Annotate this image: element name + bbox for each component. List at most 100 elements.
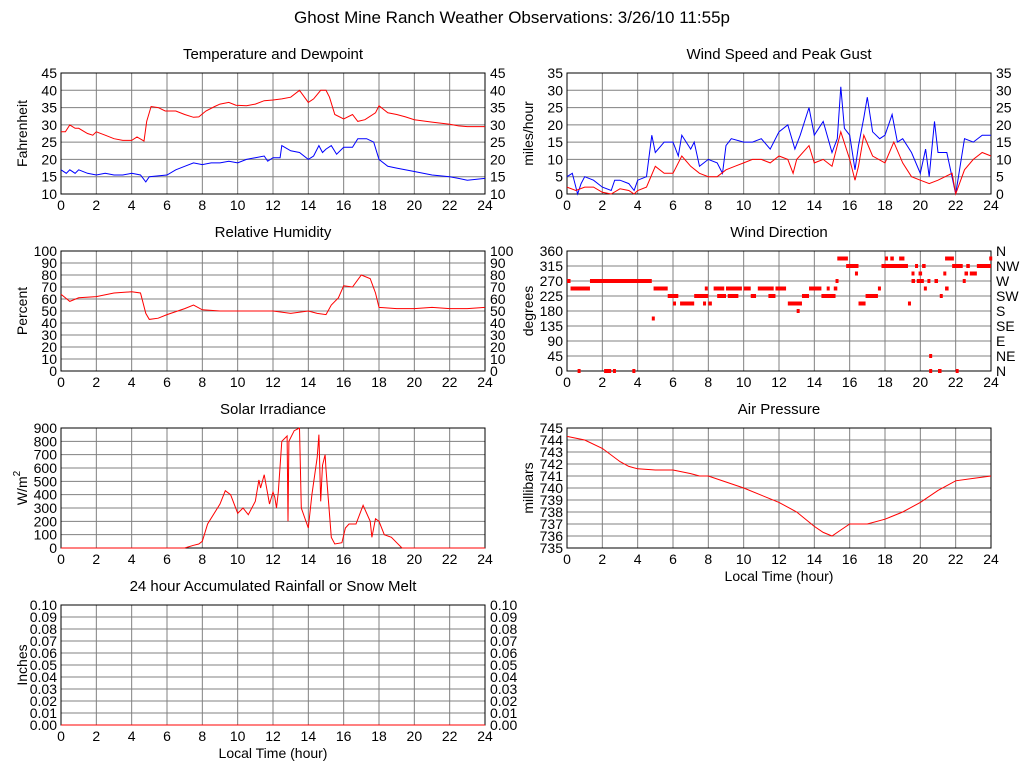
- y-axis-label-text: degrees: [520, 286, 536, 337]
- series-line-peak-gust: [566, 86, 991, 196]
- y-tick-label: 100: [34, 243, 58, 259]
- wind-direction-point: [966, 264, 970, 268]
- x-tick-label: 0: [57, 197, 65, 213]
- y-tick-label-right: 25: [490, 134, 506, 150]
- y-tick-label-right: 40: [490, 82, 506, 98]
- y-tick-label: 200: [34, 513, 58, 529]
- x-tick-label: 8: [198, 197, 206, 213]
- y-tick-label: 30: [41, 327, 57, 343]
- x-tick-label: 2: [92, 728, 100, 744]
- wind-direction-point: [846, 264, 859, 268]
- y-tick-label-right: N: [996, 243, 1006, 259]
- y-axis-label: miles/hour: [520, 101, 536, 166]
- y-axis-label-text: Inches: [14, 644, 30, 685]
- y-tick-label: 10: [41, 351, 57, 367]
- x-tick-label: 16: [336, 551, 352, 567]
- wind-direction-point: [667, 294, 679, 298]
- y-axis-label: millibars: [520, 462, 536, 513]
- y-tick-label: 20: [41, 339, 57, 355]
- wind-direction-point: [713, 286, 725, 291]
- y-tick-label-right: 20: [490, 339, 506, 355]
- wind-direction-point: [945, 286, 949, 291]
- x-tick-label: 10: [736, 197, 752, 213]
- x-tick-label: 0: [57, 551, 65, 567]
- y-tick-label-right: 10: [490, 351, 506, 367]
- x-tick-label: 20: [407, 551, 423, 567]
- page-title: Ghost Mine Ranch Weather Observations: 3…: [294, 8, 730, 27]
- y-axis-label-text: millibars: [520, 462, 536, 513]
- wind-direction-point: [704, 286, 708, 291]
- wind-direction-point: [796, 309, 800, 313]
- y-axis-label: W/m2: [12, 470, 30, 505]
- chart-title: Air Pressure: [738, 401, 821, 418]
- x-tick-label: 6: [163, 551, 171, 567]
- x-tick-label: 16: [842, 374, 858, 390]
- wind-direction-point: [911, 279, 916, 283]
- wind-direction-point: [881, 264, 908, 268]
- y-axis-label: Fahrenheit: [14, 100, 30, 167]
- y-tick-label: 5: [555, 169, 563, 185]
- wind-direction-point: [717, 294, 726, 298]
- x-tick-label: 16: [336, 728, 352, 744]
- y-tick-label: 736: [540, 528, 564, 544]
- x-tick-label: 10: [230, 551, 246, 567]
- wind-direction-point: [570, 286, 590, 291]
- y-tick-label-right: NE: [996, 348, 1015, 364]
- wind-direction-point: [899, 256, 905, 261]
- y-tick-label-right: 20: [996, 117, 1012, 133]
- wind-direction-point: [653, 286, 668, 291]
- plot-frame: [566, 250, 992, 372]
- chart-title: Wind Speed and Peak Gust: [686, 46, 872, 63]
- wind-direction-point: [727, 294, 739, 298]
- series-line-dewpoint: [60, 138, 486, 183]
- y-tick-label-right: S: [996, 303, 1005, 319]
- wind-direction-point: [929, 354, 933, 358]
- wind-direction-point: [680, 301, 695, 306]
- x-tick-label: 22: [948, 197, 964, 213]
- x-tick-label: 14: [301, 728, 317, 744]
- y-tick-label: 738: [540, 504, 564, 520]
- x-tick-label: 24: [983, 551, 999, 567]
- x-tick-label: 12: [771, 374, 787, 390]
- y-tick-label-right: 0.04: [490, 669, 517, 685]
- x-tick-label: 2: [598, 197, 606, 213]
- chart-title: Solar Irradiance: [220, 401, 326, 418]
- x-tick-label: 4: [128, 728, 136, 744]
- series-line-temperature: [61, 89, 485, 142]
- y-tick-label: 80: [41, 267, 57, 283]
- y-tick-label: 20: [547, 117, 563, 133]
- y-tick-label: 0.03: [30, 681, 57, 697]
- x-tick-label: 24: [983, 374, 999, 390]
- wind-direction-point: [877, 286, 881, 291]
- y-tick-label-right: 0: [490, 363, 498, 379]
- series-line-relative-humidity: [60, 274, 486, 320]
- x-tick-label: 10: [230, 374, 246, 390]
- wind-direction-point: [775, 286, 787, 291]
- wind-chart: Wind Speed and Peak Gust0510152025303505…: [520, 46, 1012, 213]
- x-tick-label: 18: [371, 728, 387, 744]
- y-tick-label-right: 0.01: [490, 705, 517, 721]
- x-tick-label: 8: [198, 551, 206, 567]
- y-tick-label: 100: [34, 527, 58, 543]
- wind-direction-point: [952, 264, 963, 268]
- x-tick-label: 20: [407, 728, 423, 744]
- x-tick-label: 20: [407, 197, 423, 213]
- x-tick-label: 6: [163, 197, 171, 213]
- y-tick-label-right: 70: [490, 279, 506, 295]
- x-tick-label: 18: [371, 197, 387, 213]
- y-tick-label-right: 0.09: [490, 609, 517, 625]
- y-tick-label: 20: [41, 151, 57, 167]
- y-tick-label-right: N: [996, 363, 1006, 379]
- y-tick-label: 45: [41, 65, 57, 81]
- x-tick-label: 6: [163, 728, 171, 744]
- wind-direction-point: [837, 256, 848, 261]
- y-tick-label-right: 80: [490, 267, 506, 283]
- wind-direction-point: [939, 294, 943, 298]
- wind-direction-point: [964, 271, 969, 276]
- y-tick-label: 900: [34, 420, 58, 436]
- wind-direction-point: [757, 286, 774, 291]
- y-tick-label: 741: [540, 468, 564, 484]
- x-tick-label: 4: [128, 551, 136, 567]
- x-tick-label: 22: [948, 551, 964, 567]
- series-line-solar-irradiance: [61, 427, 485, 549]
